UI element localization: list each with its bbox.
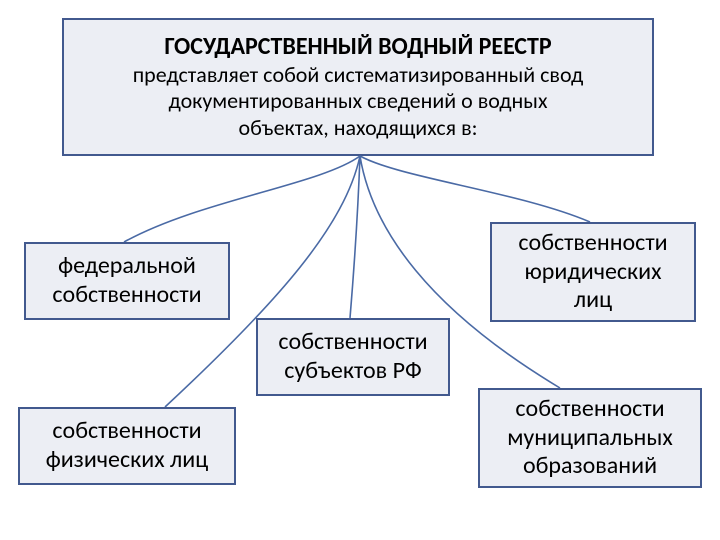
child-box-subjects-rf: собственности субъектов РФ [256,318,450,396]
child-box-municipal: собственности муниципальных образований [478,388,702,488]
child-3-l3: лиц [574,286,612,315]
child-3-l2: юридических [524,258,661,287]
header-line3: объектах, находящихся в: [238,115,477,141]
child-1-l2: физических лиц [46,446,209,475]
child-3-l1: собственности [518,229,667,258]
child-0-l1: федеральной [58,252,196,281]
child-1-l1: собственности [52,417,201,446]
child-2-l2: субъектов РФ [284,357,421,386]
header-title: ГОСУДАРСТВЕННЫЙ ВОДНЫЙ РЕЕСТР [164,33,551,62]
child-box-legal-entities: собственности юридических лиц [490,222,696,322]
header-line2: документированных сведений о водных [169,88,548,114]
child-4-l1: собственности [515,395,664,424]
child-box-federal: федеральной собственности [24,242,230,320]
child-4-l3: образований [523,452,657,481]
child-4-l2: муниципальных [507,424,672,453]
child-0-l2: собственности [52,281,201,310]
header-line1: представляет собой систематизированный с… [133,62,584,88]
header-box: ГОСУДАРСТВЕННЫЙ ВОДНЫЙ РЕЕСТР представля… [62,18,654,156]
child-box-individuals: собственности физических лиц [18,407,236,485]
child-2-l1: собственности [278,328,427,357]
